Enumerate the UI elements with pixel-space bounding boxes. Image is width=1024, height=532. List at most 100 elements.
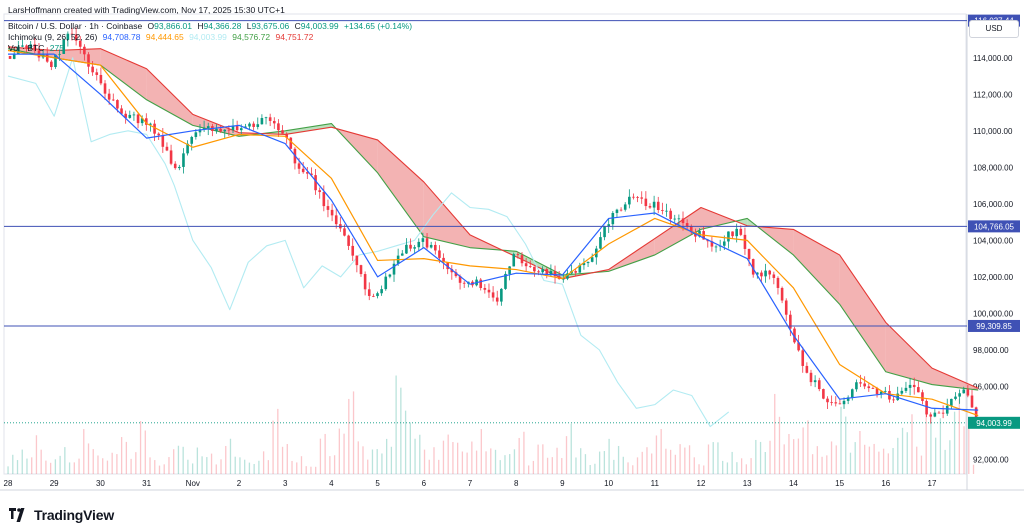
candle-body (8, 55, 12, 59)
footer-brand[interactable]: TradingView (8, 505, 114, 525)
volume-bar (627, 462, 629, 474)
currency-button[interactable]: USD (969, 20, 1019, 38)
candle-body (904, 387, 908, 391)
volume-bar (518, 437, 520, 474)
volume-bar (636, 457, 639, 474)
candle-body (107, 93, 111, 100)
candle-body (21, 45, 24, 47)
volume-bar (182, 446, 184, 474)
candle-body (768, 270, 772, 275)
x-tick-label: 3 (283, 479, 288, 488)
candle-body (116, 100, 119, 109)
x-tick-label: 29 (50, 479, 59, 488)
candle-body (582, 263, 586, 266)
volume-bar (149, 457, 151, 474)
candle-body (937, 412, 941, 414)
candle-body (153, 123, 156, 134)
x-tick-label: 9 (560, 479, 565, 488)
y-tick-label: 114,000.00 (973, 54, 1013, 63)
x-tick-label: 10 (604, 479, 613, 488)
x-tick-label: 17 (928, 479, 937, 488)
candle-body (70, 33, 74, 35)
candle-body (45, 54, 49, 62)
volume-bar (457, 442, 459, 474)
volume-bar (475, 450, 478, 474)
volume-bar (234, 456, 236, 474)
candle-body (231, 125, 235, 131)
candle-body (871, 388, 875, 389)
tradingview-logo-icon (9, 508, 25, 522)
x-tick-label: 28 (4, 479, 13, 488)
candle-body (54, 54, 57, 68)
volume-bar (64, 447, 66, 474)
volume-bar (362, 446, 364, 474)
candle-body (277, 123, 280, 131)
volume-bar (154, 460, 156, 474)
volume-bar (300, 456, 303, 474)
candle-body (673, 218, 677, 220)
candle-body (528, 266, 532, 267)
volume-bar (745, 464, 747, 474)
symbol-legend[interactable]: Bitcoin / U.S. Dollar · 1h · Coinbase O9… (8, 21, 415, 31)
x-tick-label: 2 (237, 479, 242, 488)
volume-bar (490, 448, 492, 474)
volume-legend[interactable]: Vol · BTC 275 (8, 43, 67, 53)
volume-bar (12, 454, 14, 474)
candle-body (524, 263, 528, 267)
y-tick-label: 96,000.00 (973, 382, 1009, 391)
volume-bar (310, 466, 312, 474)
volume-bar (21, 449, 23, 474)
ohlc-low: L93,675.06 (246, 21, 290, 31)
candle-body (727, 231, 730, 242)
candle-body (376, 293, 379, 297)
volume-bar (499, 460, 501, 474)
candle-body (272, 120, 276, 124)
candle-body (330, 209, 334, 216)
volume-bar (68, 462, 71, 474)
candle-body (958, 393, 961, 397)
candle-body (25, 45, 28, 49)
candle-body (648, 206, 652, 208)
candle-body (318, 190, 322, 193)
candle-body (566, 273, 569, 279)
ichimoku-legend[interactable]: Ichimoku (9, 26, 52, 26) 94,708.78 94,44… (8, 32, 316, 42)
x-tick-label: 13 (743, 479, 752, 488)
candle-body (644, 198, 648, 207)
plot-area (3, 13, 967, 475)
volume-bar (840, 406, 842, 474)
candle-body (925, 400, 928, 415)
candle-body (239, 128, 243, 131)
candle-body (615, 209, 619, 213)
volume-bar (187, 459, 189, 474)
volume-bar (703, 465, 705, 474)
volume-bar (35, 435, 38, 474)
volume-bar (59, 455, 61, 474)
ichimoku-span-b-line (7, 46, 979, 389)
ichimoku-span-a-line (7, 48, 979, 391)
candle-body (846, 397, 850, 401)
candle-body (508, 266, 511, 274)
volume-bar (665, 448, 667, 474)
volume-bar (679, 444, 681, 474)
candle-body (586, 261, 590, 264)
candle-body (776, 277, 780, 288)
candle-body (912, 384, 916, 388)
candle-body (731, 231, 734, 237)
volume-bar (589, 465, 591, 474)
candle-body (809, 372, 813, 383)
volume-bar (168, 457, 170, 474)
volume-bar (78, 458, 80, 474)
volume-bar (206, 457, 208, 474)
volume-bar (158, 465, 161, 474)
candle-body (863, 383, 866, 387)
candle-body (603, 226, 606, 238)
volume-bar (916, 446, 918, 474)
volume-bar (949, 440, 951, 474)
volume-bar (452, 442, 454, 474)
candle-body (355, 255, 359, 266)
volume-bar (286, 444, 288, 474)
candle-body (194, 132, 198, 137)
candle-body (450, 269, 454, 273)
volume-bar (106, 460, 109, 474)
